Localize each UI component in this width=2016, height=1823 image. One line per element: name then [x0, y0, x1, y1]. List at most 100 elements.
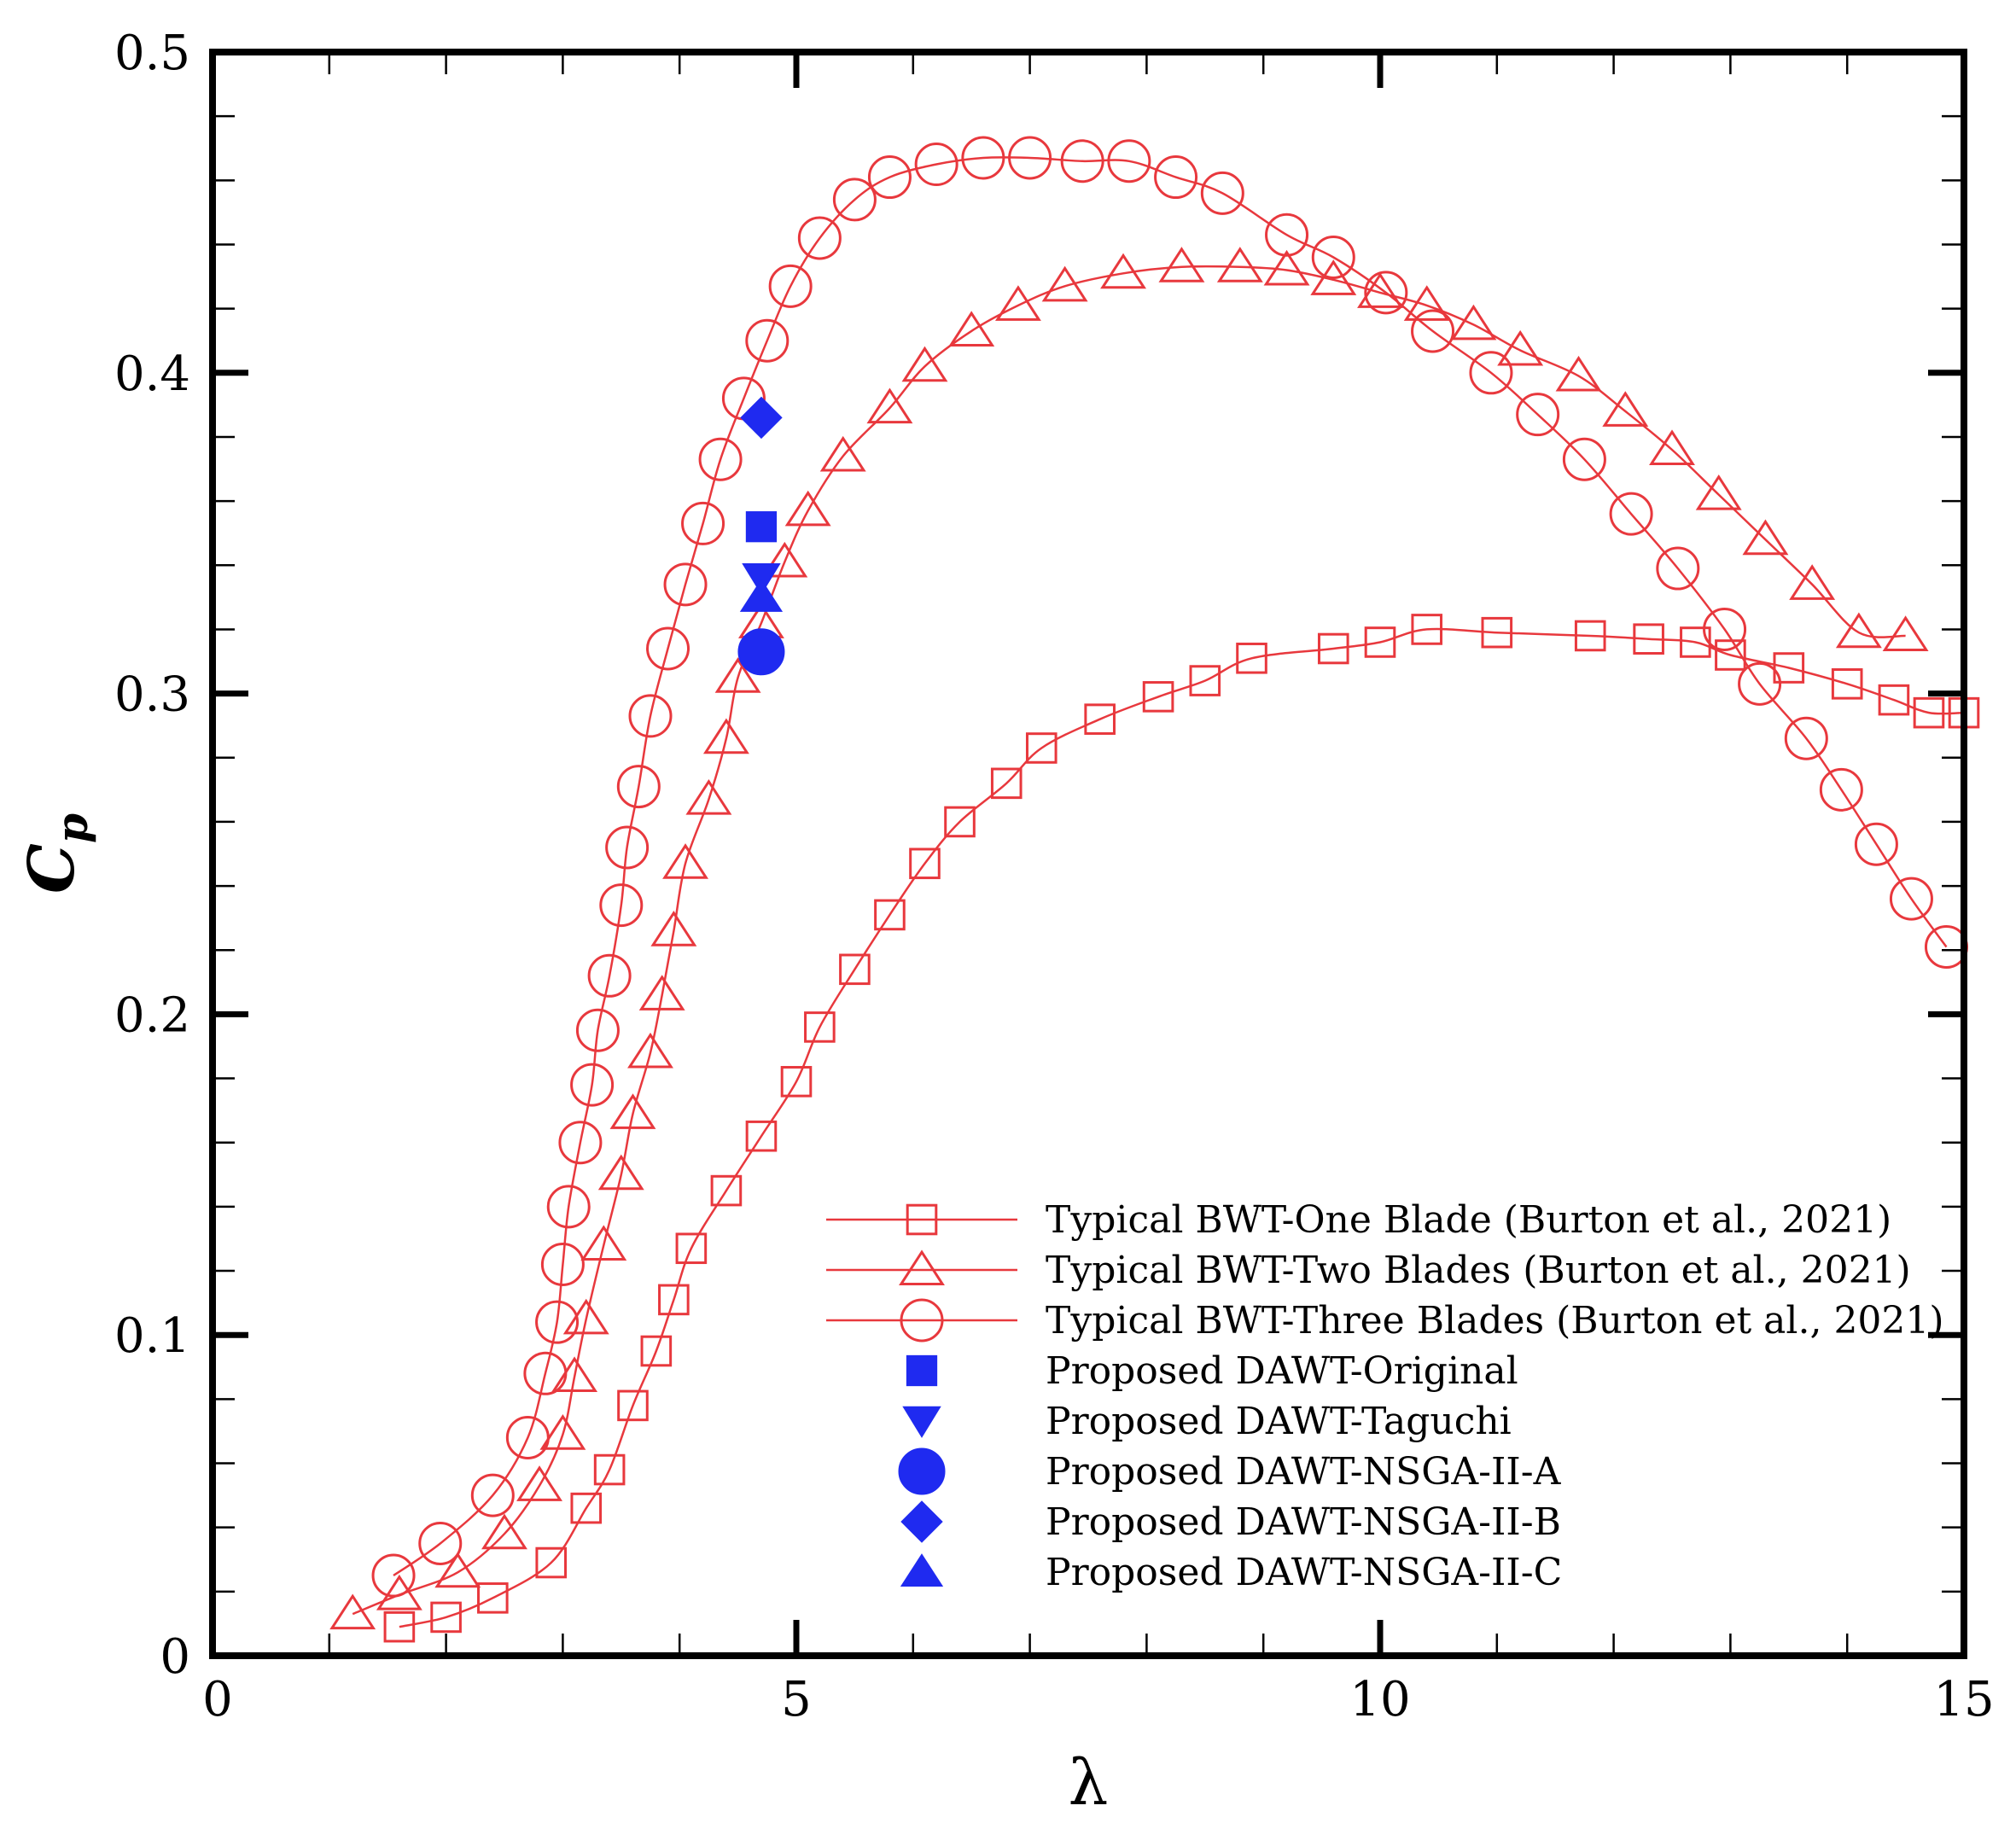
series-3-point-41 [1609, 492, 1653, 536]
series-line-2 [352, 265, 1906, 1616]
series-2-point-23 [866, 387, 913, 424]
legend-entry-6: Proposed DAWT-NSGA-II-A [898, 1447, 1562, 1495]
series-3-point-11 [575, 1008, 620, 1052]
series-3-point-38 [1469, 351, 1513, 395]
x-tick-label-0: 0 [202, 1672, 233, 1727]
legend-label-6: Proposed DAWT-NSGA-II-A [1046, 1450, 1562, 1494]
legend-label-5: Proposed DAWT-Taguchi [1046, 1400, 1512, 1443]
series-2-point-17 [702, 718, 749, 754]
series-3-point-12 [587, 953, 632, 998]
series-3-point-40 [1562, 437, 1606, 481]
series-3-point-20 [698, 437, 743, 481]
series-1-point-29 [1574, 620, 1606, 652]
legend-entry-7: Proposed DAWT-NSGA-II-B [900, 1500, 1561, 1544]
legend-marker-8 [900, 1553, 944, 1587]
series-2-point-12 [627, 1032, 673, 1069]
series-2-point-21 [784, 490, 831, 527]
series-3-point-29 [1008, 136, 1052, 180]
series-3-point-5 [523, 1351, 568, 1395]
series-3-point-44 [1738, 661, 1782, 706]
series-2-point-22 [819, 435, 866, 472]
series-1-point-9 [658, 1284, 690, 1316]
legend-marker-6 [898, 1447, 946, 1495]
series-1-point-25 [1317, 632, 1349, 665]
legend-label-4: Proposed DAWT-Original [1046, 1349, 1518, 1393]
series-1-point-3 [477, 1582, 509, 1614]
series-2-point-44 [1882, 615, 1929, 651]
tick-labels: 0 5 10 15 0 0.1 0.2 0.3 0.4 0.5 [114, 26, 1995, 1727]
series-3-point-28 [961, 136, 1005, 180]
y-axis-title-main: C [15, 843, 89, 894]
series-2-point-33 [1357, 272, 1403, 308]
series-2-point-9 [580, 1225, 627, 1261]
series-2-point-36 [1497, 329, 1544, 366]
series-3-point-19 [681, 501, 725, 545]
series-3-point-43 [1703, 607, 1747, 651]
series-2-point-31 [1263, 249, 1310, 286]
legend-entry-3: Typical BWT-Three Blades (Burton et al.,… [826, 1298, 1944, 1342]
series-1-point-12 [745, 1120, 778, 1152]
series-3-point-30 [1060, 139, 1104, 183]
series-1-point-35 [1878, 684, 1910, 716]
series-2-point-25 [948, 311, 995, 347]
series-1-point-1 [383, 1610, 416, 1643]
series-2-point-42 [1789, 564, 1836, 600]
legend-marker-7 [900, 1500, 943, 1543]
series-3-point-48 [1889, 877, 1933, 921]
series-4-point-1 [745, 511, 778, 543]
series-2-point-14 [650, 911, 697, 946]
series-3-point-10 [570, 1063, 615, 1107]
series-2-point-13 [638, 975, 685, 1011]
legend-label-2: Typical BWT-Two Blades (Burton et al., 2… [1046, 1249, 1911, 1292]
series-1-point-23 [1189, 665, 1221, 696]
series-1-point-24 [1236, 642, 1267, 674]
series-7-point-1 [740, 396, 783, 440]
series-line-3 [393, 156, 1948, 1577]
y-tick-label-5: 0.5 [114, 26, 190, 81]
series-3-point-8 [546, 1185, 591, 1229]
series-1-point-2 [430, 1601, 462, 1634]
series-1-point-17 [909, 847, 941, 880]
series-1-point-33 [1773, 652, 1805, 684]
series-1-point-19 [990, 767, 1023, 800]
series-1-point-11 [710, 1174, 743, 1207]
series-2-point-11 [609, 1093, 656, 1129]
series-8-point-1 [739, 579, 784, 612]
series-2-point-43 [1835, 612, 1882, 649]
series-curves [352, 156, 1965, 1628]
series-3-point-26 [867, 155, 912, 200]
series-3-point-6 [535, 1300, 580, 1344]
legend-marker-1 [906, 1203, 938, 1236]
series-3-point-2 [418, 1521, 463, 1565]
series-1-point-13 [780, 1066, 813, 1098]
series-2-point-29 [1158, 247, 1205, 282]
x-tick-label-1: 5 [781, 1672, 812, 1727]
series-3-point-14 [605, 825, 650, 870]
series-2-point-6 [539, 1414, 586, 1450]
series-1-point-36 [1913, 696, 1945, 729]
series-3-point-45 [1784, 716, 1828, 760]
series-3-point-17 [646, 626, 690, 671]
series-markers [329, 136, 1980, 1643]
legend-entry-5: Proposed DAWT-Taguchi [902, 1400, 1512, 1443]
y-tick-label-3: 0.3 [114, 667, 190, 723]
series-3-point-15 [616, 765, 661, 809]
legend-marker-4 [906, 1354, 938, 1387]
series-3-point-9 [558, 1121, 603, 1165]
y-axis-title-sub: p [47, 813, 97, 843]
y-tick-label-2: 0.2 [114, 987, 190, 1043]
series-1-point-21 [1084, 703, 1116, 735]
series-1-point-4 [535, 1546, 568, 1579]
series-3-point-1 [371, 1553, 416, 1598]
series-3-point-18 [663, 562, 708, 607]
y-tick-label-1: 0.1 [114, 1308, 190, 1364]
series-1-point-22 [1142, 681, 1174, 713]
series-2-point-27 [1041, 265, 1088, 302]
legend-marker-3 [900, 1298, 944, 1342]
series-3-point-34 [1265, 213, 1309, 257]
series-1-point-30 [1633, 623, 1664, 655]
legend-entry-4: Proposed DAWT-Original [906, 1349, 1518, 1393]
series-1-point-34 [1831, 668, 1863, 700]
series-1-point-32 [1715, 639, 1746, 671]
